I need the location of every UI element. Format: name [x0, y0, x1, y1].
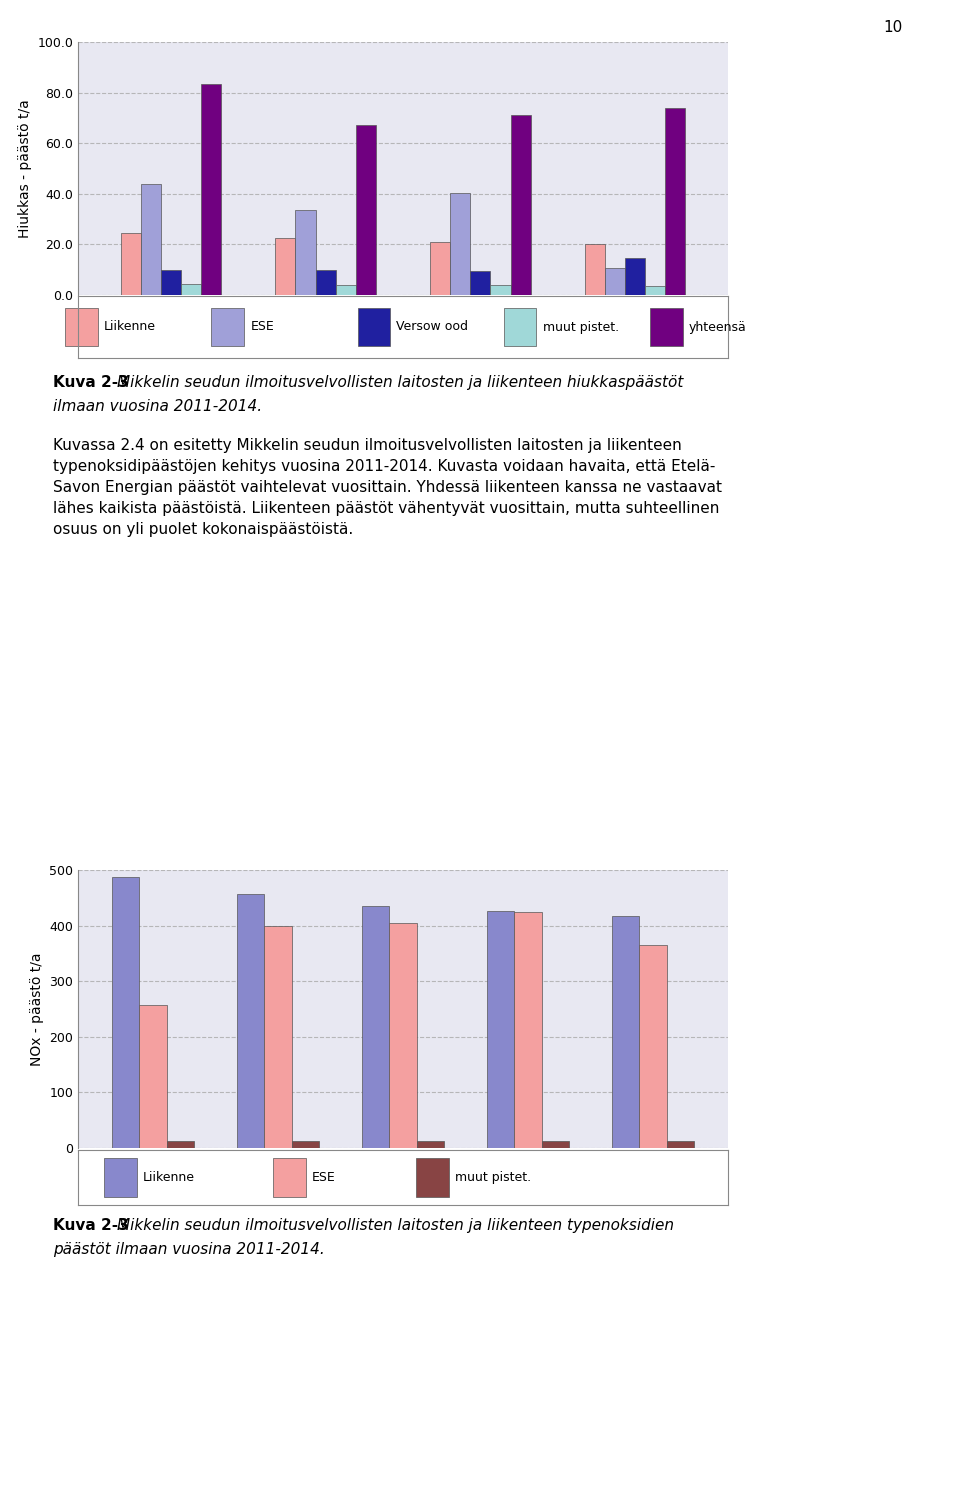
Text: ilmaan vuosina 2011-2014.: ilmaan vuosina 2011-2014. [53, 399, 262, 414]
FancyBboxPatch shape [273, 1159, 305, 1196]
Bar [362, 907, 389, 1148]
Bar [667, 1141, 694, 1148]
Bar [491, 285, 511, 296]
Bar [515, 913, 541, 1148]
Text: Mikkelin seudun ilmoitusvelvollisten laitosten ja liikenteen typenoksidien: Mikkelin seudun ilmoitusvelvollisten lai… [117, 1217, 674, 1232]
Bar [665, 108, 685, 296]
Bar [237, 895, 264, 1148]
Bar [336, 285, 356, 296]
Text: Mikkelin seudun ilmoitusvelvollisten laitosten ja liikenteen hiukkaspäästöt: Mikkelin seudun ilmoitusvelvollisten lai… [117, 375, 684, 390]
FancyBboxPatch shape [104, 1159, 136, 1196]
Text: ESE: ESE [251, 321, 274, 333]
Text: muut pistet.: muut pistet. [455, 1171, 531, 1184]
Bar [316, 270, 336, 296]
Bar [511, 116, 531, 296]
Bar [470, 272, 491, 296]
Bar [139, 1004, 167, 1148]
FancyBboxPatch shape [65, 308, 98, 345]
Text: 10: 10 [883, 20, 902, 35]
Text: päästöt ilmaan vuosina 2011-2014.: päästöt ilmaan vuosina 2011-2014. [53, 1241, 324, 1256]
Bar [645, 287, 665, 296]
Bar [541, 1141, 569, 1148]
Bar [417, 1141, 444, 1148]
Bar [639, 946, 667, 1148]
Text: Kuva 2-3: Kuva 2-3 [53, 1217, 129, 1232]
Bar [296, 210, 316, 296]
Y-axis label: NOx - päästö t/a: NOx - päästö t/a [30, 952, 43, 1066]
FancyBboxPatch shape [357, 308, 390, 345]
Bar [276, 239, 296, 296]
FancyBboxPatch shape [211, 308, 244, 345]
Bar [625, 258, 645, 296]
Bar [141, 183, 160, 296]
Text: Liikenne: Liikenne [104, 321, 156, 333]
Bar [612, 916, 639, 1148]
Bar [450, 192, 470, 296]
FancyBboxPatch shape [416, 1159, 448, 1196]
Text: muut pistet.: muut pistet. [542, 321, 619, 333]
Text: ESE: ESE [312, 1171, 336, 1184]
Bar [201, 84, 221, 296]
Bar [389, 923, 417, 1148]
Bar [160, 270, 180, 296]
Text: yhteensä: yhteensä [689, 321, 747, 333]
Text: Kuva 2-3: Kuva 2-3 [53, 375, 129, 390]
FancyBboxPatch shape [504, 308, 537, 345]
Text: Liikenne: Liikenne [143, 1171, 195, 1184]
Bar [430, 242, 450, 296]
Bar [121, 233, 141, 296]
Bar [292, 1141, 320, 1148]
Bar [180, 284, 201, 296]
Text: Kuvassa 2.4 on esitetty Mikkelin seudun ilmoitusvelvollisten laitosten ja liiken: Kuvassa 2.4 on esitetty Mikkelin seudun … [53, 438, 722, 537]
Bar [356, 126, 376, 296]
Bar [111, 877, 139, 1148]
Bar [167, 1141, 194, 1148]
Bar [487, 911, 515, 1148]
Y-axis label: Hiukkas - päästö t/a: Hiukkas - päästö t/a [17, 99, 32, 237]
Bar [605, 269, 625, 296]
Text: Versow ood: Versow ood [396, 321, 468, 333]
Bar [585, 245, 605, 296]
Bar [264, 926, 292, 1148]
FancyBboxPatch shape [650, 308, 683, 345]
